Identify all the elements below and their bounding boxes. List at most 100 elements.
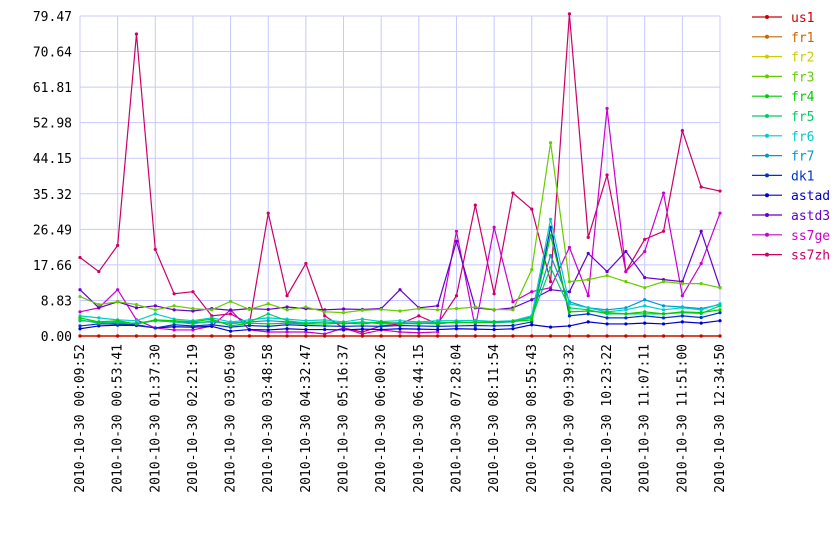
x-tick-label: 2010-10-30 01:37:30 [148, 344, 163, 493]
data-point [116, 334, 120, 338]
data-point [191, 309, 195, 313]
legend-swatch-marker [765, 114, 769, 118]
data-point [78, 255, 82, 260]
data-point [492, 225, 496, 229]
x-tick-label: 2010-10-30 05:16:37 [337, 344, 352, 493]
data-point [191, 320, 195, 324]
legend-swatch-marker [765, 74, 769, 79]
data-point [78, 288, 82, 292]
data-point [643, 310, 647, 314]
data-point [266, 302, 270, 306]
data-point [78, 334, 82, 338]
data-point [191, 328, 195, 332]
x-tick-label: 2010-10-30 09:39:32 [562, 344, 577, 493]
data-point [285, 327, 289, 331]
legend-entry-astd3: astd3 [752, 209, 830, 224]
data-point [436, 324, 440, 328]
legend-label: astad [791, 189, 830, 204]
data-point [417, 327, 421, 331]
x-tick-label: 2010-10-30 03:48:58 [261, 344, 276, 493]
data-point [699, 229, 703, 233]
series-fr4 [78, 233, 722, 328]
data-point [530, 207, 534, 211]
y-tick-label: 35.32 [33, 188, 72, 203]
data-point [586, 278, 590, 282]
data-point [680, 320, 684, 324]
data-point [134, 32, 139, 36]
data-point [134, 306, 139, 310]
data-point [624, 269, 628, 274]
data-point [360, 317, 364, 321]
data-point [266, 322, 270, 326]
data-point [567, 334, 572, 338]
x-tick-label: 2010-10-30 07:28:04 [449, 344, 464, 493]
series-layer [78, 12, 722, 338]
data-point [680, 282, 684, 286]
data-point [266, 211, 270, 215]
x-tick-label: 2010-10-30 11:51:00 [675, 344, 690, 493]
data-point [624, 322, 628, 326]
data-point [511, 327, 515, 331]
data-point [304, 327, 308, 332]
series-ss7zh [78, 12, 722, 334]
data-point [172, 308, 176, 312]
legend-label: fr7 [791, 150, 814, 165]
data-point [567, 324, 572, 328]
data-point [116, 319, 120, 323]
legend-entry-fr7: fr7 [752, 150, 814, 165]
data-point [661, 229, 666, 233]
legend-swatch-marker [765, 34, 769, 39]
data-point [436, 334, 440, 338]
y-tick-label: 0.00 [41, 330, 72, 345]
legend-label: fr3 [791, 70, 814, 85]
data-point [304, 322, 308, 326]
data-point [643, 237, 647, 241]
data-point [97, 306, 101, 310]
legend-swatch-marker [765, 54, 769, 59]
data-point [228, 334, 233, 338]
data-point [454, 229, 459, 233]
data-point [699, 321, 703, 325]
data-point [605, 334, 609, 338]
data-point [379, 320, 383, 324]
data-point [567, 280, 572, 284]
y-tick-label: 17.66 [33, 259, 72, 274]
data-point [605, 316, 609, 320]
legend-entry-fr1: fr1 [752, 31, 814, 46]
data-point [699, 261, 703, 266]
data-point [172, 334, 176, 338]
legend-label: fr2 [791, 51, 814, 66]
data-point [285, 308, 289, 312]
data-point [153, 312, 157, 316]
data-point [473, 334, 477, 338]
data-point [285, 319, 289, 323]
data-point [454, 320, 459, 324]
data-point [548, 334, 553, 338]
legend-swatch-marker [765, 232, 769, 237]
data-point [97, 316, 101, 320]
data-point [153, 304, 157, 308]
data-point [191, 307, 195, 311]
data-point [78, 324, 82, 328]
series-line-dk1 [79, 227, 721, 329]
data-point [341, 321, 346, 325]
legend-entry-fr5: fr5 [752, 110, 814, 125]
data-point [360, 334, 364, 338]
data-point [285, 334, 289, 338]
data-point [417, 334, 421, 338]
data-point [417, 314, 421, 318]
data-point [548, 217, 553, 221]
data-point [530, 290, 534, 294]
legend-swatch-marker [765, 15, 769, 19]
data-point [97, 334, 101, 338]
y-tick-label: 26.49 [33, 223, 72, 238]
data-point [643, 304, 647, 308]
data-point [511, 323, 515, 328]
data-point [78, 316, 82, 320]
data-point [643, 334, 647, 338]
data-point [624, 249, 628, 254]
data-point [643, 249, 647, 254]
x-tick-label: 2010-10-30 02:21:19 [186, 344, 201, 493]
data-point [210, 334, 214, 338]
legend-label: fr4 [791, 90, 815, 105]
